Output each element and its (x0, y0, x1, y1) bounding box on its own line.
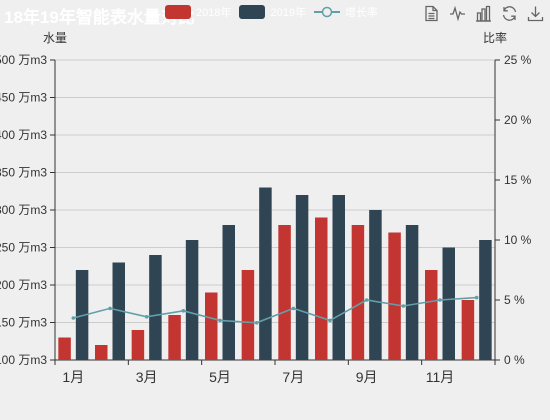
y-right-tick-label: 0 % (504, 353, 525, 367)
legend-swatch-2018 (165, 5, 191, 19)
bar-2018年-5月 (205, 292, 218, 360)
x-tick-label: 5月 (209, 369, 231, 385)
bar-2018年-12月 (461, 300, 475, 360)
x-tick-label: 9月 (356, 369, 378, 385)
chart-title: 18年19年智能表水量对比 (4, 8, 195, 27)
bar-2018年-8月 (315, 217, 328, 360)
bar-2019年-7月 (295, 195, 309, 360)
y-left-tick-label: 100 万m3 (0, 353, 47, 367)
x-tick-label: 1月 (62, 369, 84, 385)
legend-label-growth: 增长率 (344, 7, 378, 19)
bar-2019年-11月 (442, 247, 455, 360)
x-tick-label: 3月 (136, 369, 158, 385)
bar-2018年-10月 (388, 232, 401, 360)
bar-2019年-10月 (405, 225, 419, 360)
y-left-axis-title: 水量 (43, 31, 67, 45)
point-增长率-4月 (181, 309, 186, 313)
bar-2019年-9月 (369, 210, 382, 360)
point-增长率-7月 (291, 306, 296, 311)
bar-2018年-3月 (131, 330, 145, 360)
bar-2019年-6月 (259, 187, 272, 360)
y-left-tick-label: 350 万m3 (0, 166, 47, 180)
bar-2019年-12月 (479, 240, 492, 360)
toolbox (423, 5, 544, 22)
point-增长率-1月 (71, 316, 76, 320)
legend-swatch-2019 (239, 5, 266, 19)
legend-item-growth[interactable]: 增长率 (313, 4, 378, 20)
y-right-tick-label: 15 % (504, 173, 532, 187)
y-right-tick-label: 5 % (504, 293, 525, 307)
bar-2018年-2月 (95, 345, 108, 360)
bar-2019年-2月 (112, 262, 125, 360)
y-left-tick-label: 400 万m3 (0, 128, 47, 142)
legend-label-2018: 2018年 (196, 7, 232, 19)
save-image-icon[interactable] (527, 5, 544, 22)
bar-2019年-8月 (332, 195, 345, 360)
point-增长率-2月 (108, 306, 112, 311)
point-增长率-8月 (328, 318, 332, 323)
bar-2018年-1月 (58, 337, 71, 360)
bar-2018年-6月 (241, 270, 255, 360)
y-left-tick-label: 250 万m3 (0, 241, 47, 255)
y-left-tick-label: 450 万m3 (0, 91, 47, 105)
line-增长率 (73, 296, 477, 324)
bar-type-icon[interactable] (475, 5, 492, 22)
y-left-tick-label: 300 万m3 (0, 203, 47, 217)
y-right-tick-label: 10 % (504, 233, 532, 247)
bar-2018年-9月 (351, 225, 365, 360)
legend-swatch-growth (313, 5, 340, 19)
restore-icon[interactable] (501, 5, 518, 22)
bar-2019年-3月 (149, 255, 162, 360)
legend-label-2019: 2019年 (270, 7, 306, 19)
y-right-axis-title: 比率 (483, 30, 507, 45)
y-right-tick-label: 25 % (504, 53, 532, 67)
point-增长率-6月 (254, 321, 259, 325)
legend-item-2019[interactable]: 2019年 (239, 4, 306, 20)
point-增长率-12月 (474, 295, 479, 300)
point-增长率-9月 (364, 298, 369, 302)
point-增长率-10月 (401, 304, 406, 308)
line-type-icon[interactable] (449, 5, 466, 22)
y-left-tick-label: 500 万m3 (0, 53, 47, 67)
bar-2019年-4月 (185, 240, 199, 360)
y-right-tick-label: 20 % (504, 113, 532, 127)
y-left-tick-label: 150 万m3 (0, 316, 47, 330)
x-tick-label: 7月 (282, 369, 304, 385)
bar-2018年-4月 (168, 315, 181, 360)
data-view-icon[interactable] (423, 5, 440, 22)
legend-item-2018[interactable]: 2018年 (165, 4, 231, 20)
y-left-tick-label: 200 万m3 (0, 278, 47, 292)
point-增长率-11月 (438, 298, 442, 302)
bar-2018年-7月 (278, 225, 291, 360)
bar-2019年-5月 (222, 225, 235, 360)
bar-2018年-11月 (425, 270, 438, 360)
legend: 2018年 2019年 增长率 (165, 4, 378, 20)
point-增长率-3月 (144, 315, 149, 319)
point-增长率-5月 (218, 318, 222, 323)
x-tick-label: 11月 (426, 369, 455, 385)
